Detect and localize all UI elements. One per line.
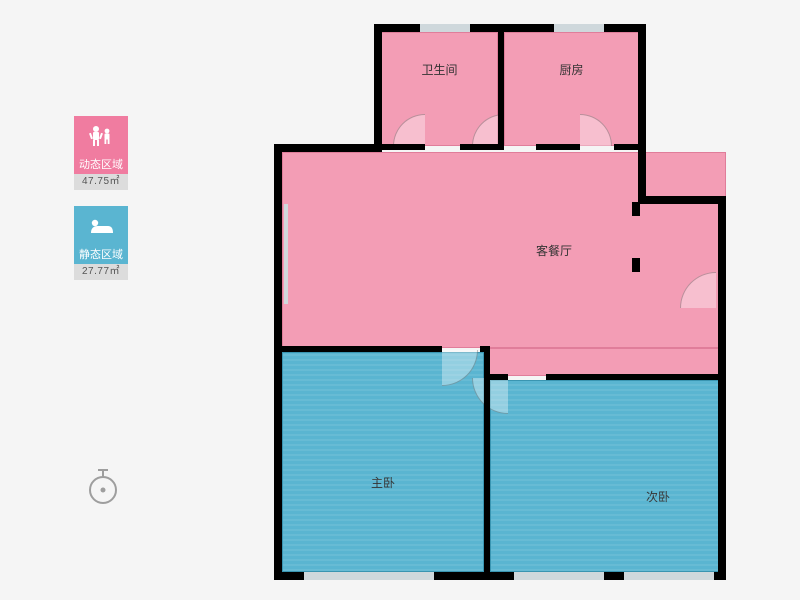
wall-segment (536, 144, 580, 150)
wall-segment (718, 196, 726, 580)
legend-value-dynamic: 47.75㎡ (74, 174, 128, 190)
room-living_ext (489, 348, 726, 376)
wall-segment (460, 144, 504, 150)
legend-panel: 动态区域 47.75㎡ 静态区域 27.77㎡ (74, 116, 128, 296)
wall-segment (274, 144, 282, 580)
legend-label-dynamic: 动态区域 (74, 156, 128, 174)
wall-segment (282, 346, 442, 352)
wall-segment (374, 24, 646, 32)
room-label-living: 客餐厅 (536, 242, 572, 259)
compass-icon (86, 468, 120, 511)
rest-icon (74, 206, 128, 246)
wall-segment (632, 258, 640, 272)
wall-segment (638, 24, 646, 204)
wall-segment (274, 144, 382, 152)
window-segment (624, 572, 714, 580)
room-label-kitchen: 厨房 (559, 61, 583, 78)
people-icon (74, 116, 128, 156)
window-segment (304, 572, 434, 580)
wall-segment (374, 24, 382, 152)
wall-segment (484, 346, 490, 576)
wall-segment (490, 374, 508, 380)
room-kitchen: 厨房 (504, 32, 639, 146)
legend-value-static: 27.77㎡ (74, 264, 128, 280)
window-segment (554, 24, 604, 32)
legend-item-static: 静态区域 27.77㎡ (74, 206, 128, 280)
room-label-second: 次卧 (646, 488, 670, 505)
room-label-master: 主卧 (371, 474, 395, 491)
room-label-bathroom: 卫生间 (421, 61, 457, 78)
room-living: 客餐厅 (282, 152, 726, 348)
room-second: 次卧 (490, 380, 726, 572)
legend-item-dynamic: 动态区域 47.75㎡ (74, 116, 128, 190)
wall-segment (498, 32, 504, 146)
legend-label-static: 静态区域 (74, 246, 128, 264)
wall-segment (632, 202, 640, 216)
window-segment (420, 24, 470, 32)
floorplan: 卫生间 厨房客餐厅主卧次卧 (274, 24, 734, 580)
wall-segment (638, 196, 726, 204)
wall-segment (614, 144, 642, 150)
window-segment (284, 204, 288, 304)
room-master: 主卧 (282, 352, 484, 572)
wall-segment (381, 144, 425, 150)
wall-segment (546, 374, 726, 380)
window-segment (514, 572, 604, 580)
